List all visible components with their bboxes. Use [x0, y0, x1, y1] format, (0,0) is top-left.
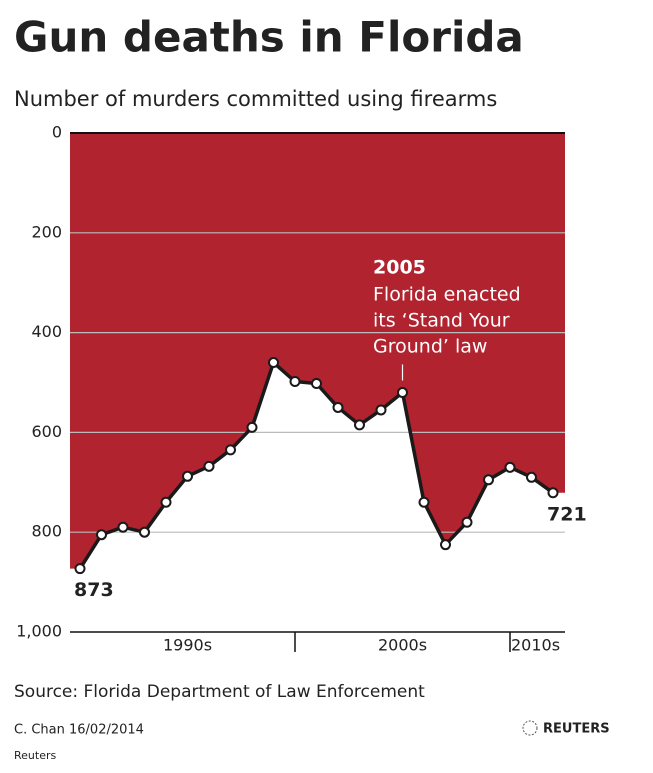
point: [160, 496, 172, 508]
credit: C. Chan 16/02/2014: [14, 723, 144, 738]
y-tick-label: 0: [52, 123, 62, 142]
point: [526, 471, 537, 483]
point: [354, 419, 365, 431]
logo-icon: [522, 720, 538, 736]
point: [74, 563, 86, 575]
y-tick-label: 600: [31, 422, 62, 441]
chart-title: Gun deaths in Florida: [14, 13, 524, 62]
annotation-title: 2005: [373, 257, 426, 279]
point: [332, 401, 344, 413]
x-tick-label: 2000s: [378, 636, 427, 655]
point: [203, 460, 215, 472]
data-label: 873: [74, 579, 114, 601]
point: [182, 470, 193, 482]
point: [504, 461, 516, 473]
source: Source: Florida Department of Law Enforc…: [14, 682, 425, 702]
point: [117, 521, 129, 533]
point: [483, 474, 494, 486]
annotation-text: Florida enacted: [373, 284, 521, 306]
point: [246, 421, 258, 433]
y-tick-label: 1,000: [16, 622, 62, 641]
point: [268, 357, 279, 369]
annotation-text: its ‘Stand Your: [373, 310, 510, 332]
area: [70, 133, 565, 569]
y-tick-label: 400: [31, 322, 62, 341]
y-tick-label: 200: [31, 222, 62, 241]
point: [440, 539, 451, 551]
point: [289, 376, 301, 388]
point: [375, 404, 387, 416]
annotation-text: Ground’ law: [373, 336, 487, 358]
point: [397, 386, 408, 398]
x-tick-label: 1990s: [163, 636, 212, 655]
point: [139, 526, 150, 538]
chart-subtitle: Number of murders committed using firear…: [14, 87, 497, 111]
point: [547, 487, 559, 499]
point: [461, 516, 473, 528]
point: [311, 377, 322, 389]
footer: Reuters: [14, 749, 56, 762]
x-tick-label: 2010s: [511, 636, 560, 655]
point: [96, 529, 107, 541]
data-label: 721: [547, 503, 587, 525]
logo: REUTERS: [543, 722, 610, 737]
point: [225, 444, 236, 456]
point: [418, 496, 430, 508]
y-tick-label: 800: [31, 522, 62, 541]
